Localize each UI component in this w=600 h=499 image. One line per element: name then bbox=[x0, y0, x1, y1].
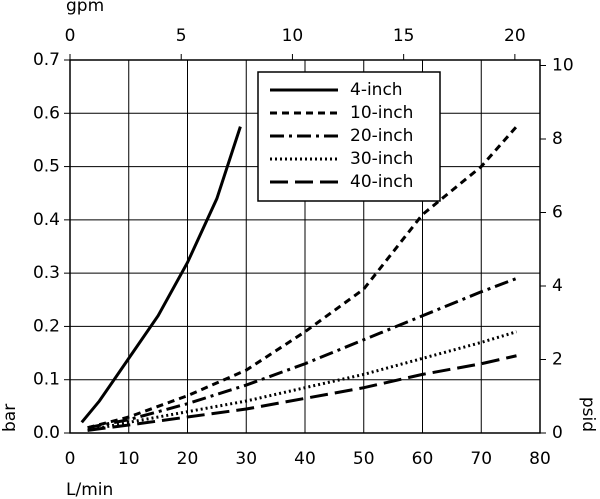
y2-tick-label: 8 bbox=[552, 129, 563, 149]
x2-tick-label: 5 bbox=[176, 26, 187, 46]
y-axis-label: bar bbox=[0, 404, 20, 432]
y-tick-label: 0.7 bbox=[33, 50, 60, 70]
x-tick-label: 50 bbox=[353, 449, 375, 469]
series-line bbox=[87, 125, 518, 430]
y2-tick-label: 4 bbox=[552, 276, 563, 296]
x-tick-label: 0 bbox=[65, 449, 76, 469]
series-line bbox=[87, 277, 518, 430]
legend-label: 30-inch bbox=[350, 149, 413, 169]
x-axis-label: L/min bbox=[66, 480, 113, 499]
x2-tick-label: 0 bbox=[65, 26, 76, 46]
y2-tick-label: 6 bbox=[552, 203, 563, 223]
x2-axis-label: gpm bbox=[66, 0, 104, 16]
x-tick-label: 40 bbox=[294, 449, 316, 469]
y-tick-label: 0.6 bbox=[33, 103, 60, 123]
series-line bbox=[80, 126, 242, 424]
y-tick-label: 0.1 bbox=[33, 370, 60, 390]
x2-tick-label: 20 bbox=[504, 26, 526, 46]
y-tick-label: 0.3 bbox=[33, 263, 60, 283]
x-tick-label: 60 bbox=[412, 449, 434, 469]
x-tick-label: 10 bbox=[118, 449, 140, 469]
x2-tick-label: 15 bbox=[393, 26, 415, 46]
y2-axis-label: psid bbox=[578, 397, 598, 432]
y-tick-label: 0.0 bbox=[33, 423, 60, 443]
x2-tick-label: 10 bbox=[282, 26, 304, 46]
y-tick-label: 0.2 bbox=[33, 316, 60, 336]
series-line bbox=[87, 354, 517, 432]
legend-label: 40-inch bbox=[350, 172, 413, 192]
legend-label: 4-inch bbox=[350, 80, 403, 100]
legend-label: 10-inch bbox=[350, 103, 413, 123]
x-tick-label: 20 bbox=[177, 449, 199, 469]
series-line bbox=[87, 330, 517, 432]
x-tick-label: 80 bbox=[529, 449, 551, 469]
x-tick-label: 70 bbox=[470, 449, 492, 469]
y2-tick-label: 10 bbox=[552, 56, 574, 76]
y2-tick-label: 0 bbox=[552, 423, 563, 443]
y-tick-label: 0.5 bbox=[33, 157, 60, 177]
legend-box bbox=[257, 71, 441, 202]
y-tick-label: 0.4 bbox=[33, 210, 60, 230]
y2-tick-label: 2 bbox=[552, 350, 563, 370]
x-tick-label: 30 bbox=[235, 449, 257, 469]
legend-label: 20-inch bbox=[350, 126, 413, 146]
